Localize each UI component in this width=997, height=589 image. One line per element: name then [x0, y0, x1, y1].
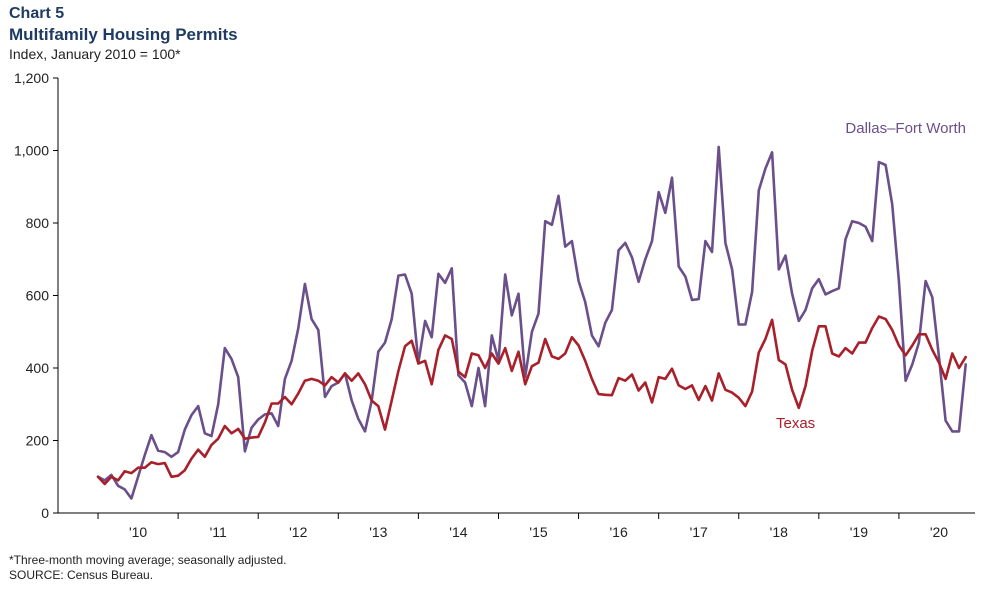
y-tick-label: 1,200 [14, 70, 49, 86]
x-tick-label: '11 [210, 524, 227, 540]
y-tick-label: 400 [26, 360, 50, 376]
x-tick-label: '20 [930, 524, 948, 540]
y-axis-ticks: 0 200 400 600 800 1,000 1,200 [14, 70, 58, 521]
series-lines [96, 145, 968, 500]
chart-subtitle: Index, January 2010 = 100* [9, 46, 181, 62]
y-tick-label: 200 [26, 433, 50, 449]
x-tick-label: '12 [289, 524, 307, 540]
x-tick-label: '15 [529, 524, 547, 540]
footnote: *Three-month moving average; seasonally … [9, 553, 287, 567]
x-tick-label: '16 [609, 524, 627, 540]
x-tick-label: '14 [449, 524, 467, 540]
y-tick-label: 1,000 [14, 143, 49, 159]
y-tick-label: 0 [41, 505, 49, 521]
x-axis-ticks: '10 '11 '12 '13 '14 '15 '16 '17 '18 '19 '20 [97, 513, 948, 540]
series-label-texas: Texas [776, 415, 815, 432]
y-tick-label: 600 [26, 288, 50, 304]
x-tick-label: '19 [850, 524, 868, 540]
chart-title: Multifamily Housing Permits [9, 25, 238, 44]
series-line-dfw [96, 145, 968, 500]
source-note: SOURCE: Census Bureau. [9, 568, 154, 582]
chart-header: Chart 5 Multifamily Housing Permits Inde… [9, 4, 238, 64]
chart-footer: *Three-month moving average; seasonally … [9, 553, 287, 583]
y-tick-label: 800 [26, 215, 50, 231]
x-tick-label: '10 [129, 524, 147, 540]
series-label-dfw: Dallas–Fort Worth [845, 120, 966, 137]
x-tick-label: '17 [690, 524, 708, 540]
x-tick-label: '13 [369, 524, 387, 540]
series-line-texas [96, 315, 968, 486]
chart-number: Chart 5 [9, 5, 65, 22]
x-tick-label: '18 [770, 524, 788, 540]
